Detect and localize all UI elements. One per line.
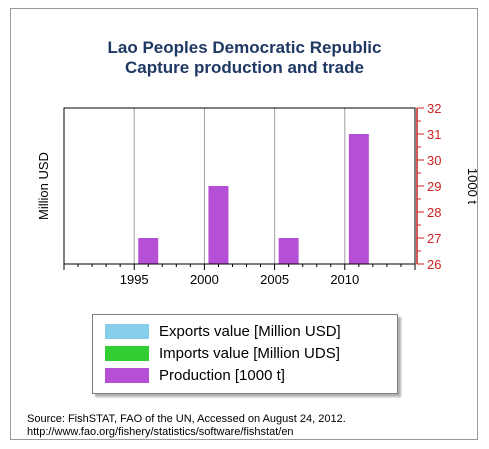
- grid-lines: [133, 108, 346, 264]
- right-tick-label-29: 29: [427, 179, 441, 194]
- y-axis-label-right: 1000 t: [465, 168, 480, 205]
- right-axis: 26 27 28 29 30 31 32: [416, 101, 441, 272]
- chart-title-line-2: Capture production and trade: [125, 58, 364, 77]
- legend-label-production: Production [1000 t]: [159, 366, 285, 384]
- x-tick-label-1995: 1995: [120, 272, 149, 287]
- bar-production-2001: [208, 186, 229, 264]
- legend-item-production: Production [1000 t]: [105, 364, 397, 386]
- source-note: Source: FishSTAT, FAO of the UN, Accesse…: [27, 413, 346, 439]
- bar-production-1996: [138, 238, 159, 264]
- legend-item-imports: Imports value [Million UDS]: [105, 342, 397, 364]
- bars: [138, 134, 369, 264]
- legend: Exports value [Million USD] Imports valu…: [92, 314, 398, 394]
- legend-label-exports: Exports value [Million USD]: [159, 322, 341, 340]
- chart-title-line-1: Lao Peoples Democratic Republic: [107, 38, 382, 57]
- plot-border: [63, 107, 416, 265]
- bar-production-2006: [278, 238, 299, 264]
- right-tick-label-28: 28: [427, 205, 441, 220]
- y-axis-label-left: Million USD: [36, 152, 51, 220]
- x-tick-label-2000: 2000: [190, 272, 219, 287]
- right-tick-label-30: 30: [427, 153, 441, 168]
- x-axis-ticks: 1995 2000 2005 2010: [63, 264, 416, 287]
- chart-plot: 1995 2000 2005 2010 26 27 28 29 30 31 32 Million …: [36, 101, 480, 287]
- source-line-1: Source: FishSTAT, FAO of the UN, Accesse…: [27, 413, 346, 425]
- bar-production-2011: [348, 134, 369, 264]
- right-tick-label-27: 27: [427, 231, 441, 246]
- source-line-2: http://www.fao.org/fishery/statistics/so…: [27, 426, 294, 438]
- x-tick-label-2010: 2010: [330, 272, 359, 287]
- legend-swatch-imports: [105, 345, 149, 361]
- legend-swatch-exports: [105, 323, 149, 339]
- right-tick-label-31: 31: [427, 127, 441, 142]
- x-tick-label-2005: 2005: [260, 272, 289, 287]
- right-tick-label-32: 32: [427, 101, 441, 116]
- legend-item-exports: Exports value [Million USD]: [105, 320, 397, 342]
- legend-swatch-production: [105, 367, 149, 383]
- right-tick-label-26: 26: [427, 257, 441, 272]
- legend-label-imports: Imports value [Million UDS]: [159, 344, 340, 362]
- chart-title: Lao Peoples Democratic Republic Capture …: [0, 38, 489, 78]
